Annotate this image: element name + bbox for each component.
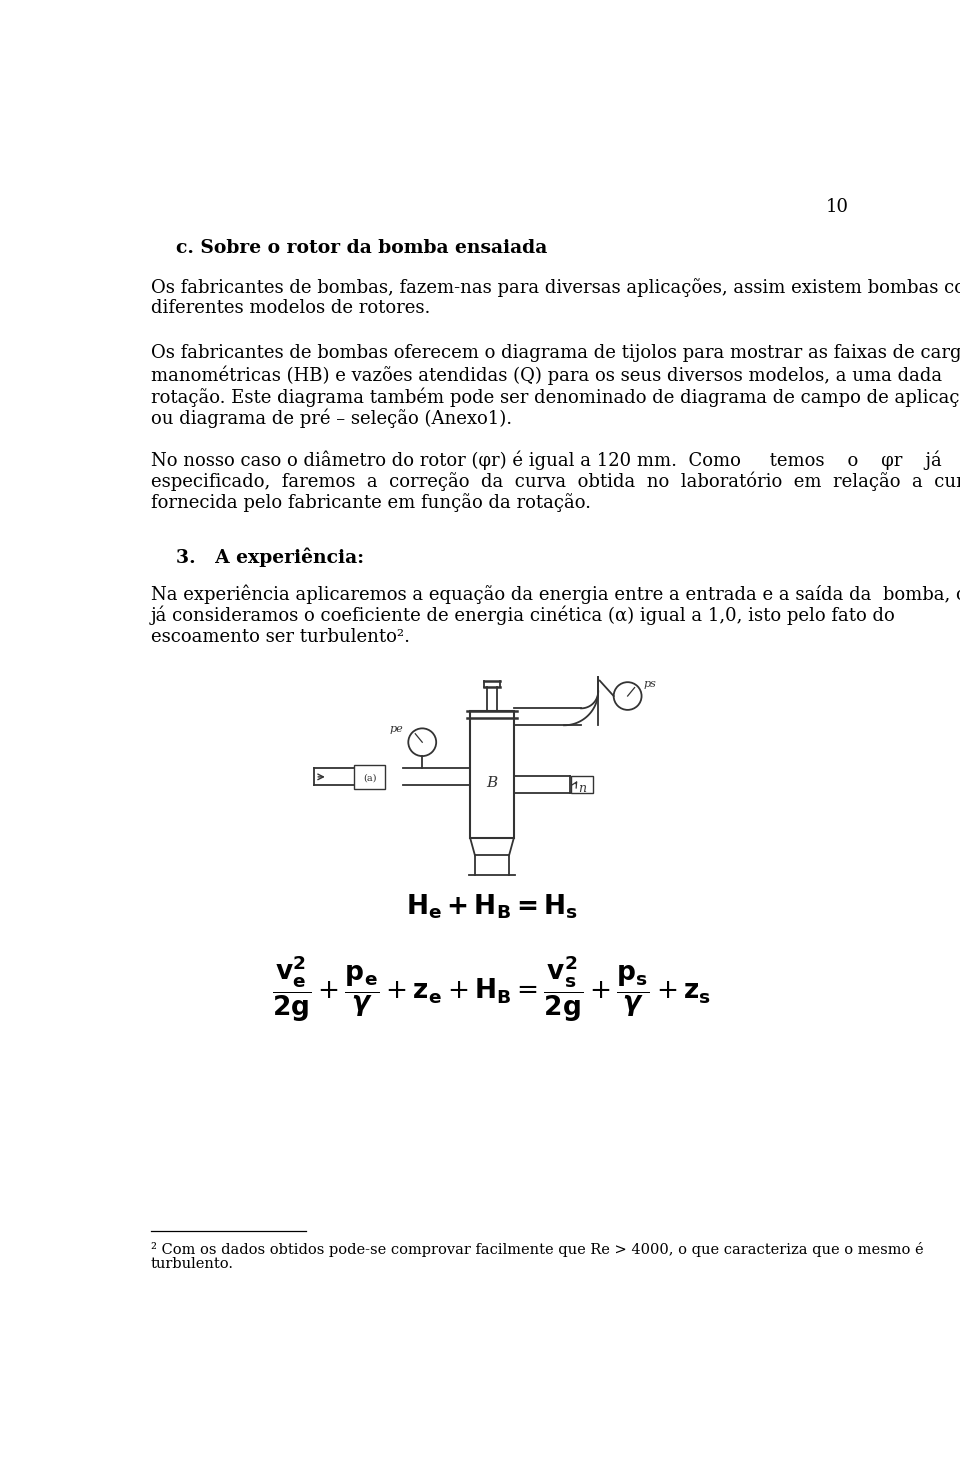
Text: diferentes modelos de rotores.: diferentes modelos de rotores. <box>151 300 430 317</box>
Text: Na experiência aplicaremos a equação da energia entre a entrada e a saída da  bo: Na experiência aplicaremos a equação da … <box>151 585 960 604</box>
Text: ps: ps <box>643 679 656 689</box>
Text: ² Com os dados obtidos pode-se comprovar facilmente que Re > 4000, o que caracte: ² Com os dados obtidos pode-se comprovar… <box>151 1241 924 1257</box>
Text: B: B <box>487 776 497 790</box>
Text: c. Sobre o rotor da bomba ensaiada: c. Sobre o rotor da bomba ensaiada <box>176 239 547 257</box>
Bar <box>571 776 592 793</box>
Text: n: n <box>578 783 586 795</box>
Text: Os fabricantes de bombas, fazem-nas para diversas aplicações, assim existem bomb: Os fabricantes de bombas, fazem-nas para… <box>151 278 960 297</box>
Text: manométricas (HB) e vazões atendidas (Q) para os seus diversos modelos, a uma da: manométricas (HB) e vazões atendidas (Q)… <box>151 366 942 385</box>
Text: pe: pe <box>390 724 403 733</box>
Text: rotação. Este diagrama também pode ser denominado de diagrama de campo de aplica: rotação. Este diagrama também pode ser d… <box>151 388 960 407</box>
Bar <box>470 711 514 839</box>
Text: $\mathbf{H_e + H_B = H_s}$: $\mathbf{H_e + H_B = H_s}$ <box>406 892 578 921</box>
Text: 3.   A experiência:: 3. A experiência: <box>176 548 364 567</box>
Bar <box>354 764 385 789</box>
Text: já consideramos o coeficiente de energia cinética (α) igual a 1,0, isto pelo fat: já consideramos o coeficiente de energia… <box>151 605 896 626</box>
Text: especificado,  faremos  a  correção  da  curva  obtida  no  laboratório  em  rel: especificado, faremos a correção da curv… <box>151 472 960 492</box>
Text: Os fabricantes de bombas oferecem o diagrama de tijolos para mostrar as faixas d: Os fabricantes de bombas oferecem o diag… <box>151 344 960 363</box>
Text: ou diagrama de pré – seleção (Anexo1).: ou diagrama de pré – seleção (Anexo1). <box>151 408 512 429</box>
Text: escoamento ser turbulento².: escoamento ser turbulento². <box>151 627 410 645</box>
Text: $\dfrac{\mathbf{v_e^2}}{\mathbf{2g}} + \dfrac{\mathbf{p_e}}{\boldsymbol{\gamma}}: $\dfrac{\mathbf{v_e^2}}{\mathbf{2g}} + \… <box>273 953 711 1024</box>
Text: turbulento.: turbulento. <box>151 1256 234 1271</box>
Text: No nosso caso o diâmetro do rotor (φr) é igual a 120 mm.  Como     temos    o   : No nosso caso o diâmetro do rotor (φr) é… <box>151 451 942 470</box>
Text: fornecida pelo fabricante em função da rotação.: fornecida pelo fabricante em função da r… <box>151 494 591 513</box>
Text: 10: 10 <box>826 198 849 216</box>
Text: (a): (a) <box>363 774 376 783</box>
